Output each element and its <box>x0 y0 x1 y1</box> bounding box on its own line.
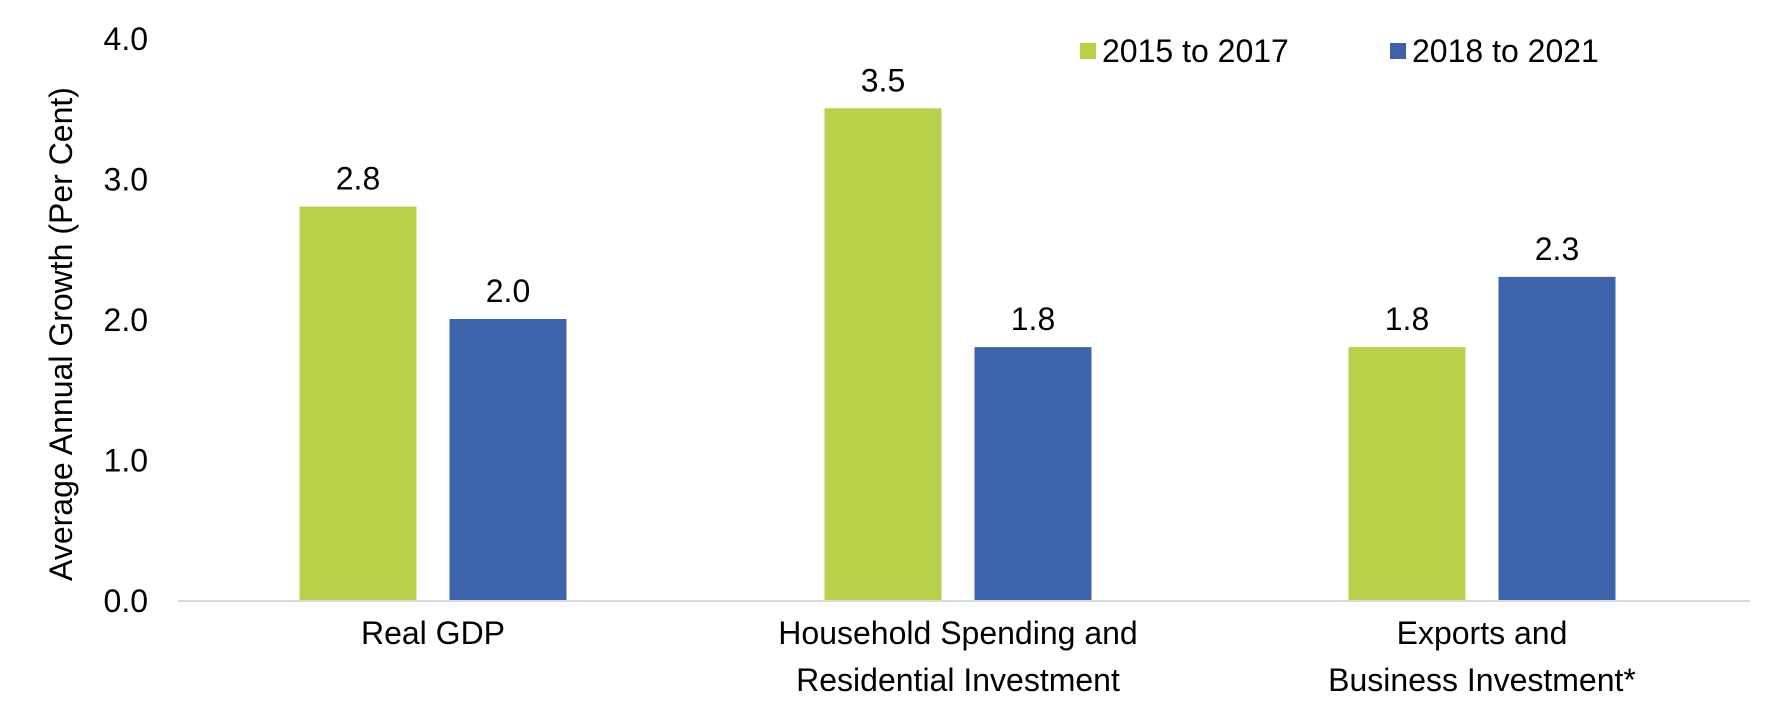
legend-label: 2015 to 2017 <box>1102 33 1289 69</box>
data-label: 3.5 <box>861 62 905 98</box>
bar-series-2 <box>1498 276 1616 600</box>
data-label: 2.0 <box>486 273 530 309</box>
category-labels: Real GDP Household Spending and Residentia… <box>361 615 1636 698</box>
bar-series-1 <box>1348 347 1466 600</box>
y-tick-label: 3.0 <box>104 162 148 198</box>
data-labels: 2.8 3.5 1.8 2.0 1.8 2.3 <box>336 62 1579 337</box>
y-tick-labels: 0.0 1.0 2.0 3.0 4.0 <box>104 21 148 619</box>
legend-swatch <box>1080 43 1096 59</box>
bar-series-1 <box>824 108 942 600</box>
y-tick-label: 2.0 <box>104 302 148 338</box>
y-axis-title-group: Average Annual Growth (Per Cent) <box>43 87 79 581</box>
bar-series-2 <box>974 347 1092 600</box>
data-label: 1.8 <box>1385 301 1429 337</box>
y-tick-label: 1.0 <box>104 443 148 479</box>
bar-series-1 <box>299 206 417 600</box>
category-label: Household Spending and <box>778 615 1137 651</box>
category-label: Business Investment* <box>1328 662 1636 698</box>
category-label: Residential Investment <box>796 662 1120 698</box>
y-tick-label: 4.0 <box>104 21 148 57</box>
bars <box>299 108 1616 600</box>
bar-series-2 <box>449 319 567 600</box>
y-tick-label: 0.0 <box>104 583 148 619</box>
data-label: 1.8 <box>1011 301 1055 337</box>
legend-label: 2018 to 2021 <box>1412 33 1599 69</box>
legend: 2015 to 2017 2018 to 2021 <box>1080 33 1599 69</box>
data-label: 2.3 <box>1535 231 1579 267</box>
category-label: Real GDP <box>361 615 505 651</box>
legend-swatch <box>1390 43 1406 59</box>
category-label: Exports and <box>1397 615 1568 651</box>
data-label: 2.8 <box>336 161 380 197</box>
y-axis-title: Average Annual Growth (Per Cent) <box>43 87 79 581</box>
